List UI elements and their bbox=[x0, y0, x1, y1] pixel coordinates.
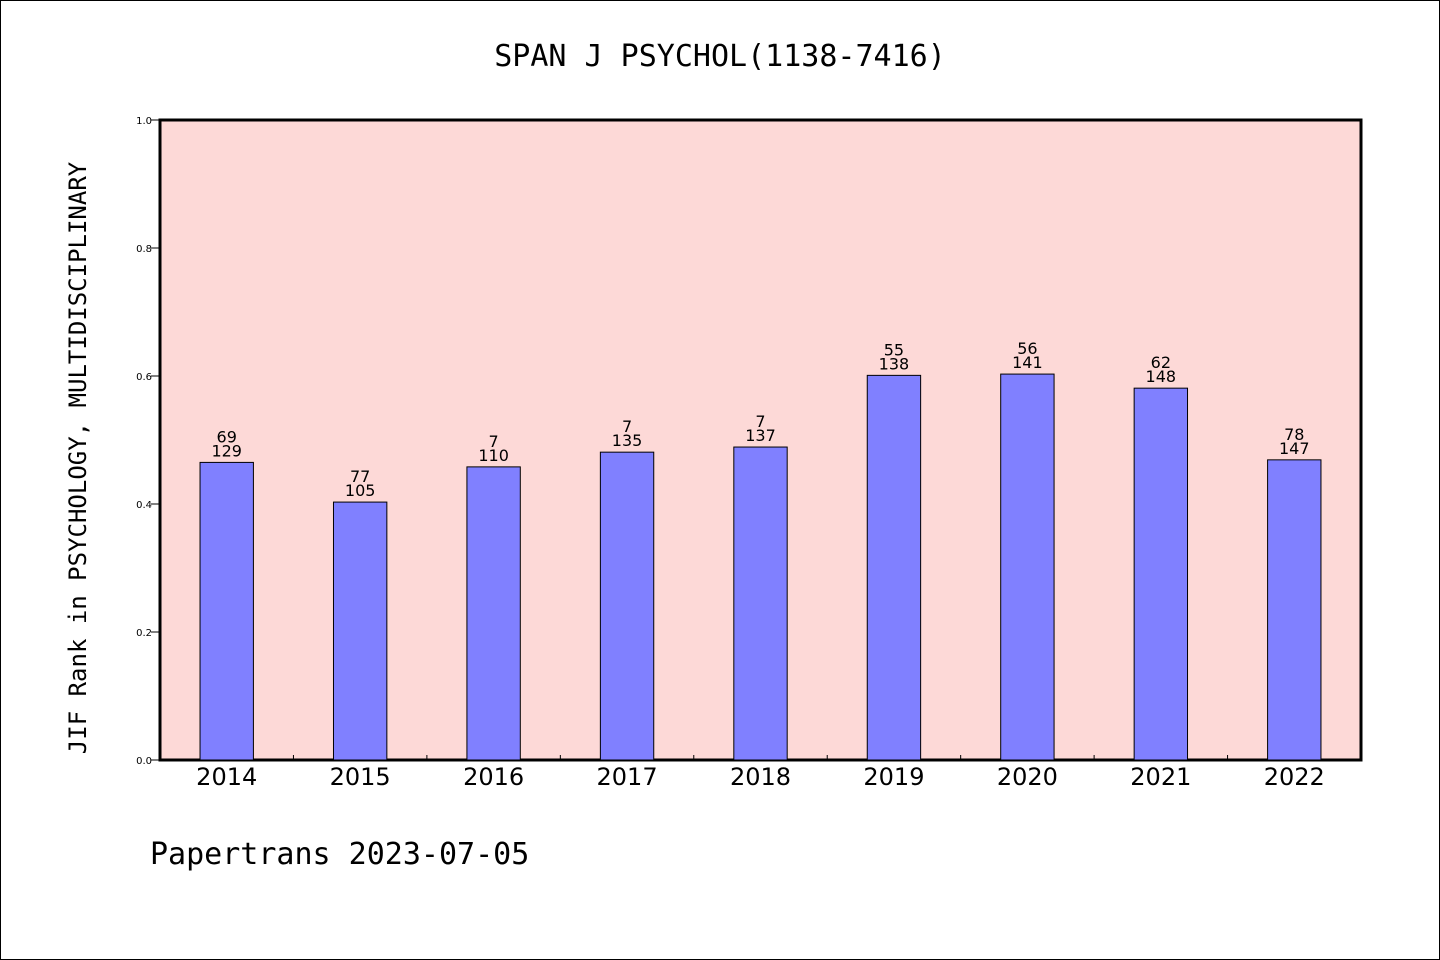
bar-2017 bbox=[599, 451, 655, 761]
y-axis-label: JIF Rank in PSYCHOLOGY, MULTIDISCIPLINAR… bbox=[64, 161, 92, 754]
bar-total-label: 141 bbox=[1012, 353, 1043, 372]
x-tick-label: 2020 bbox=[997, 763, 1058, 791]
bar-rank-label: 77 bbox=[350, 467, 370, 486]
x-tick-label: 2018 bbox=[730, 763, 791, 791]
y-tick-label: 0.4 bbox=[136, 500, 152, 511]
y-tick-label: 0.2 bbox=[136, 628, 152, 639]
bar-rank-label: 7 bbox=[755, 412, 765, 431]
x-tick-label: 2014 bbox=[196, 763, 257, 791]
bar-2018 bbox=[733, 446, 788, 761]
x-tick-label: 2015 bbox=[330, 763, 391, 791]
bar-total-label: 138 bbox=[879, 354, 910, 373]
bar-total-label: 135 bbox=[612, 431, 643, 450]
x-tick-label: 2021 bbox=[1130, 763, 1191, 791]
bar-2015 bbox=[332, 501, 388, 761]
bar-rank-label: 56 bbox=[1017, 339, 1037, 358]
bar-rank-label: 7 bbox=[489, 432, 499, 451]
bar-2020 bbox=[1000, 373, 1055, 761]
chart-title: SPAN J PSYCHOL(1138-7416) bbox=[494, 39, 946, 74]
x-tick-label: 2022 bbox=[1264, 763, 1325, 791]
bar-total-label: 147 bbox=[1279, 439, 1310, 458]
bar-rank-label: 7 bbox=[622, 417, 632, 436]
bar-2022 bbox=[1267, 459, 1322, 761]
y-tick-label: 1.0 bbox=[136, 116, 152, 127]
bar-2014 bbox=[199, 461, 254, 761]
y-tick-label: 0.8 bbox=[136, 244, 152, 255]
bar-rank-label: 55 bbox=[884, 340, 904, 359]
x-axis-ticks: 2014 2015 2016 2017 2018 2019 2020 2021 2022 bbox=[196, 755, 1325, 791]
x-tick-label: 2016 bbox=[463, 763, 524, 791]
bar-rank-label: 62 bbox=[1151, 353, 1171, 372]
bar-rank-label: 78 bbox=[1284, 425, 1304, 444]
y-tick-label: 0.0 bbox=[136, 756, 152, 767]
bar-rank-label: 69 bbox=[217, 427, 237, 446]
bar-total-label: 137 bbox=[745, 426, 776, 445]
bar-total-label: 105 bbox=[345, 481, 376, 500]
x-tick-label: 2019 bbox=[863, 763, 924, 791]
y-axis-ticks: 0.0 0.2 0.4 0.6 0.8 1.0 bbox=[136, 116, 160, 767]
bar-2021 bbox=[1133, 387, 1189, 761]
footer-text: Papertrans 2023-07-05 bbox=[150, 837, 529, 872]
bar-total-label: 129 bbox=[211, 441, 242, 460]
bar-2019 bbox=[866, 374, 922, 761]
bar-2016 bbox=[466, 466, 521, 761]
bar-total-label: 110 bbox=[478, 446, 509, 465]
y-tick-label: 0.6 bbox=[136, 372, 152, 383]
bars-group bbox=[199, 373, 1322, 761]
bar-total-label: 148 bbox=[1146, 367, 1177, 386]
x-tick-label: 2017 bbox=[597, 763, 658, 791]
